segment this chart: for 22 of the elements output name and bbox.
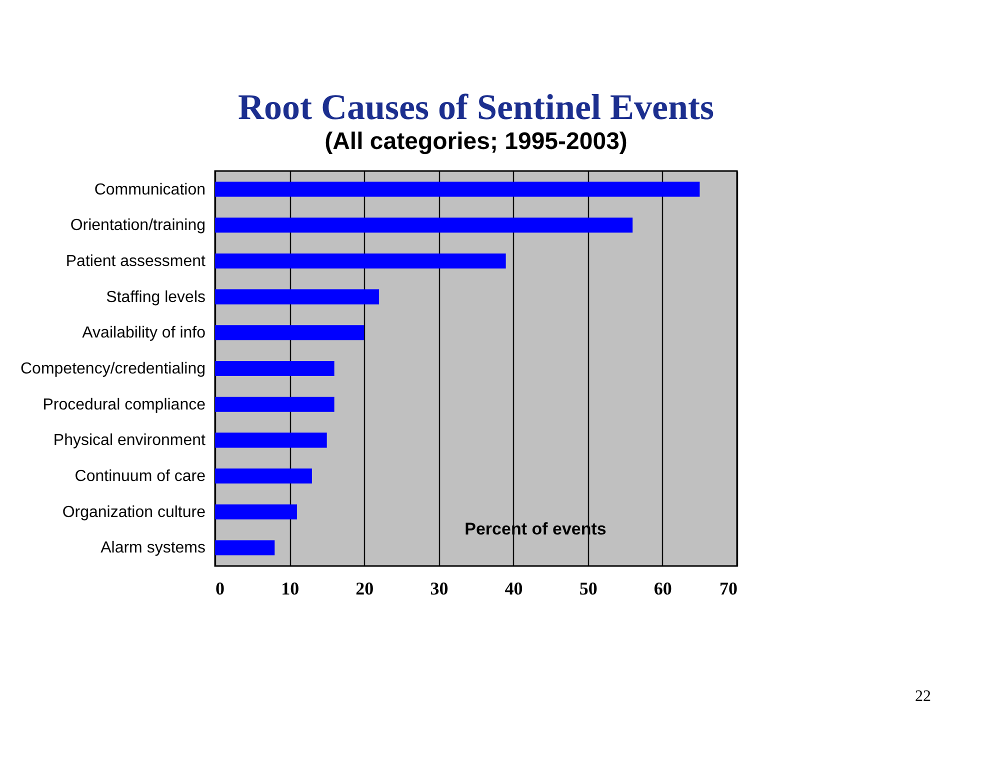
y-tick-label: Communication — [94, 181, 206, 198]
y-tick-label: Physical environment — [53, 432, 206, 450]
y-tick-label: Continuum of care — [74, 468, 206, 486]
chart-subtitle: (All categories; 1995-2003) — [324, 128, 628, 155]
x-tick-label: 70 — [720, 578, 738, 598]
x-tick-label: 30 — [430, 578, 448, 598]
x-tick-label: 10 — [281, 578, 300, 598]
y-tick-label: Availability of info — [82, 324, 206, 342]
x-tick-label: 60 — [654, 578, 672, 598]
chart-title: Root Causes of Sentinel Events — [238, 87, 714, 127]
x-tick-label: 0 — [216, 578, 224, 598]
x-tick-label: 50 — [579, 578, 598, 598]
x-tick-label: 20 — [356, 578, 374, 598]
y-tick-label: Staffing levels — [106, 288, 206, 306]
y-tick-label: Organization culture — [62, 504, 206, 521]
x-tick-label: 40 — [504, 578, 523, 598]
y-tick-label: Procedural compliance — [42, 396, 206, 414]
y-tick-label: Competency/credentialing — [20, 360, 206, 378]
y-tick-label: Alarm systems — [100, 540, 206, 557]
y-tick-label: Patient assessment — [66, 252, 206, 270]
y-tick-label: Orientation/training — [70, 217, 206, 234]
text: 22 — [915, 688, 931, 706]
